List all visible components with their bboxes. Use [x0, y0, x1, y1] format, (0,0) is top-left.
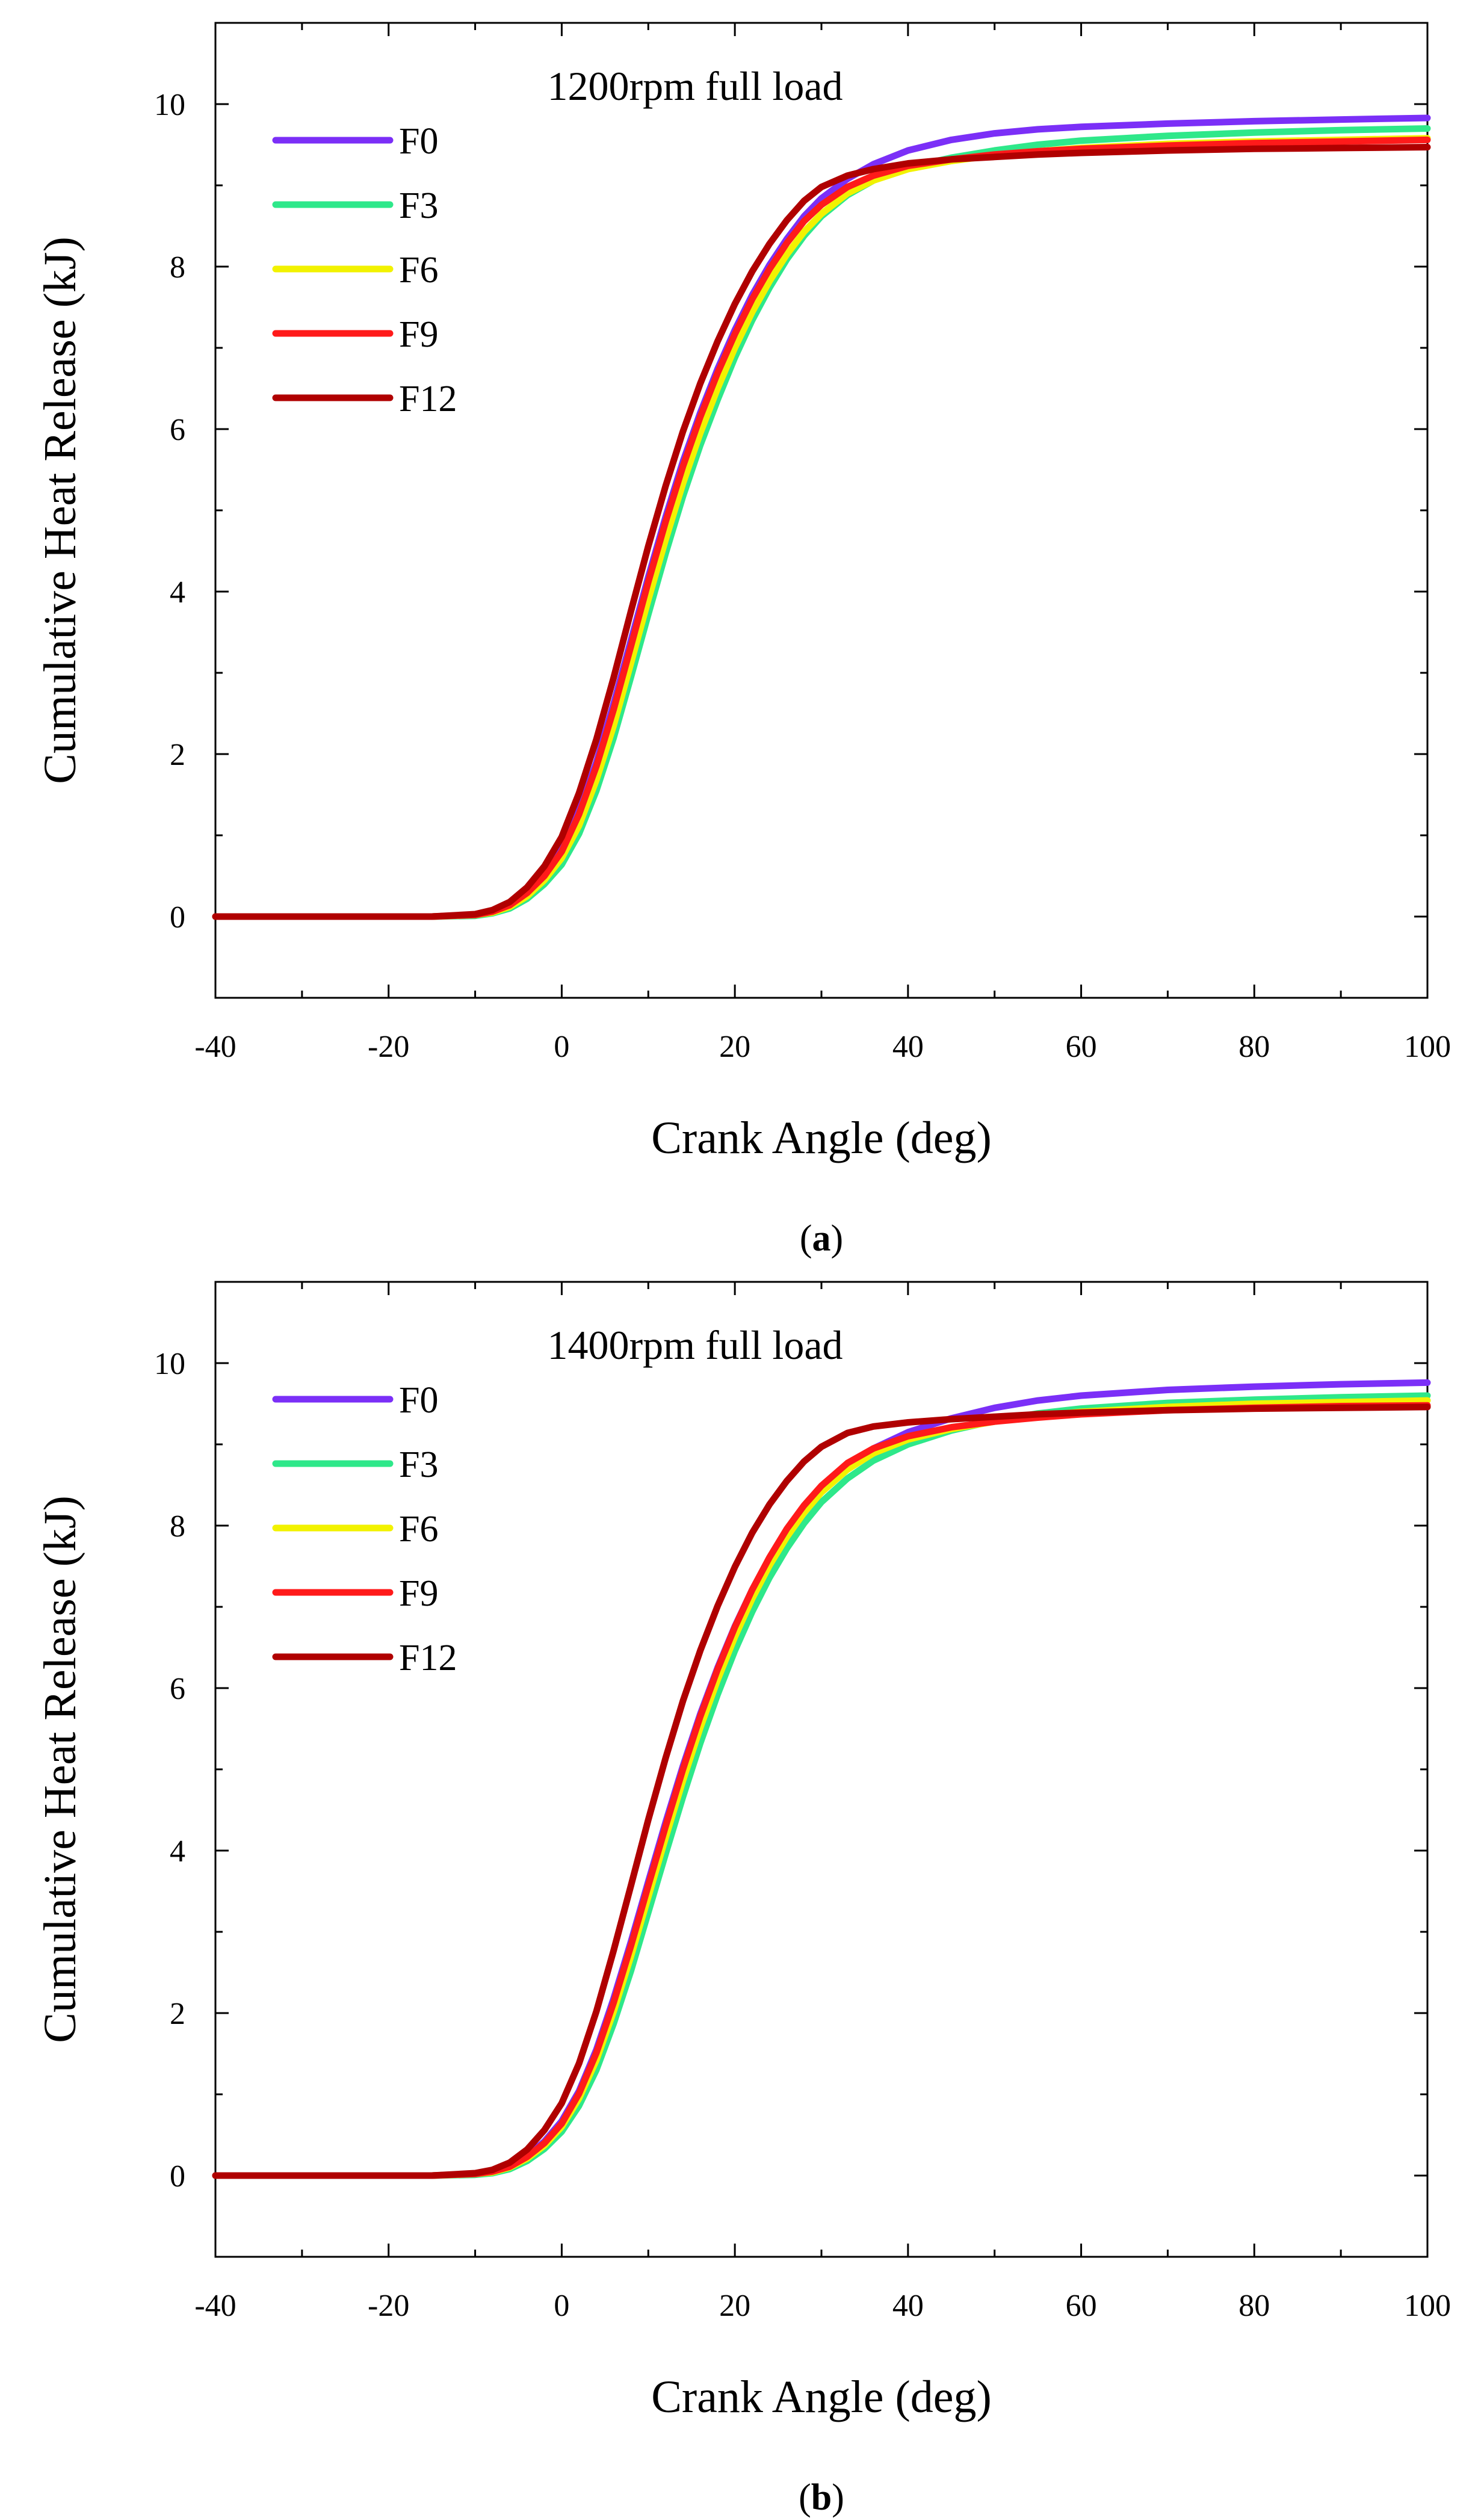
x-tick-label: 20 — [719, 2289, 750, 2323]
series-line-f6 — [212, 135, 1431, 920]
series-line-f0 — [212, 114, 1431, 920]
legend-label-f6: F6 — [399, 250, 438, 291]
x-tick-label: 100 — [1404, 1030, 1451, 1064]
chart-annotation: 1200rpm full load — [547, 63, 842, 109]
legend-label-f0: F0 — [399, 1380, 438, 1421]
legend-label-f6: F6 — [399, 1509, 438, 1550]
chart-b-svg: -40 -20 0 20 40 60 80 100 0 2 4 6 8 10 Crank Angle (de… — [35, 1281, 1451, 2518]
x-tick-label: 40 — [892, 2289, 924, 2323]
y-tick-label: 10 — [154, 1347, 185, 1381]
y-tick-label: 4 — [170, 575, 185, 610]
panel-label: (a) — [800, 1218, 843, 1259]
plot-frame — [214, 22, 1429, 999]
x-tick-label: -40 — [194, 1030, 236, 1064]
x-tick-label: 20 — [719, 1030, 750, 1064]
legend-label-f3: F3 — [399, 185, 438, 226]
x-axis-title: Crank Angle (deg) — [651, 1113, 992, 1163]
y-tick-label: 2 — [170, 1997, 185, 2031]
chart-panel-b: -40 -20 0 20 40 60 80 100 0 2 4 6 8 10 Crank Angle (de… — [0, 1259, 1484, 2518]
x-tick-label: 60 — [1066, 2289, 1097, 2323]
x-tick-label: 0 — [554, 1030, 569, 1064]
x-tick-label: 100 — [1404, 2289, 1451, 2323]
series-line-f12 — [212, 1403, 1431, 2179]
legend-label-f9: F9 — [399, 314, 438, 355]
y-axis-title: Cumulative Heat Release (kJ) — [35, 237, 85, 784]
x-tick-label: 80 — [1238, 2289, 1270, 2323]
y-tick-label: 6 — [170, 413, 185, 447]
legend-label-f12: F12 — [399, 379, 457, 419]
series-line-f6 — [212, 1397, 1431, 2179]
series-line-f9 — [212, 136, 1431, 920]
y-tick-label: 8 — [170, 250, 185, 285]
panel-letter: a — [812, 1218, 831, 1259]
plot-frame — [214, 1281, 1429, 2258]
x-tick-label: -40 — [194, 2289, 236, 2323]
panel-label: (b) — [799, 2477, 844, 2518]
x-axis-title: Crank Angle (deg) — [651, 2372, 992, 2422]
x-tick-label: 0 — [554, 2289, 569, 2323]
series-line-f12 — [212, 144, 1431, 920]
y-tick-label: 6 — [170, 1672, 185, 1706]
panel-letter: b — [811, 2477, 832, 2518]
x-tick-label: 60 — [1066, 1030, 1097, 1064]
y-tick-label: 0 — [170, 2159, 185, 2194]
x-tick-label: 80 — [1238, 1030, 1270, 1064]
series-line-f3 — [212, 1392, 1431, 2179]
legend-label-f9: F9 — [399, 1573, 438, 1614]
y-tick-label: 2 — [170, 738, 185, 772]
chart-annotation: 1400rpm full load — [547, 1322, 842, 1368]
chart-panel-a: -40 -20 0 20 40 60 80 100 0 2 4 6 8 10 Crank Angle (de… — [35, 22, 1451, 1259]
series-line-f3 — [212, 125, 1431, 920]
x-tick-label: -20 — [368, 2289, 409, 2323]
legend-label-f3: F3 — [399, 1444, 438, 1485]
y-tick-label: 10 — [154, 88, 185, 122]
legend-label-f0: F0 — [399, 121, 438, 162]
x-tick-label: -20 — [368, 1030, 409, 1064]
legend-label-f12: F12 — [399, 1638, 457, 1678]
x-tick-label: 40 — [892, 1030, 924, 1064]
series-line-f9 — [212, 1402, 1431, 2179]
y-tick-label: 4 — [170, 1834, 185, 1869]
y-tick-label: 0 — [170, 900, 185, 935]
y-axis-title: Cumulative Heat Release (kJ) — [35, 1496, 85, 2043]
y-tick-label: 8 — [170, 1509, 185, 1544]
chart-a-svg: -40 -20 0 20 40 60 80 100 0 2 4 6 8 10 Crank Angle (de… — [35, 22, 1451, 1259]
